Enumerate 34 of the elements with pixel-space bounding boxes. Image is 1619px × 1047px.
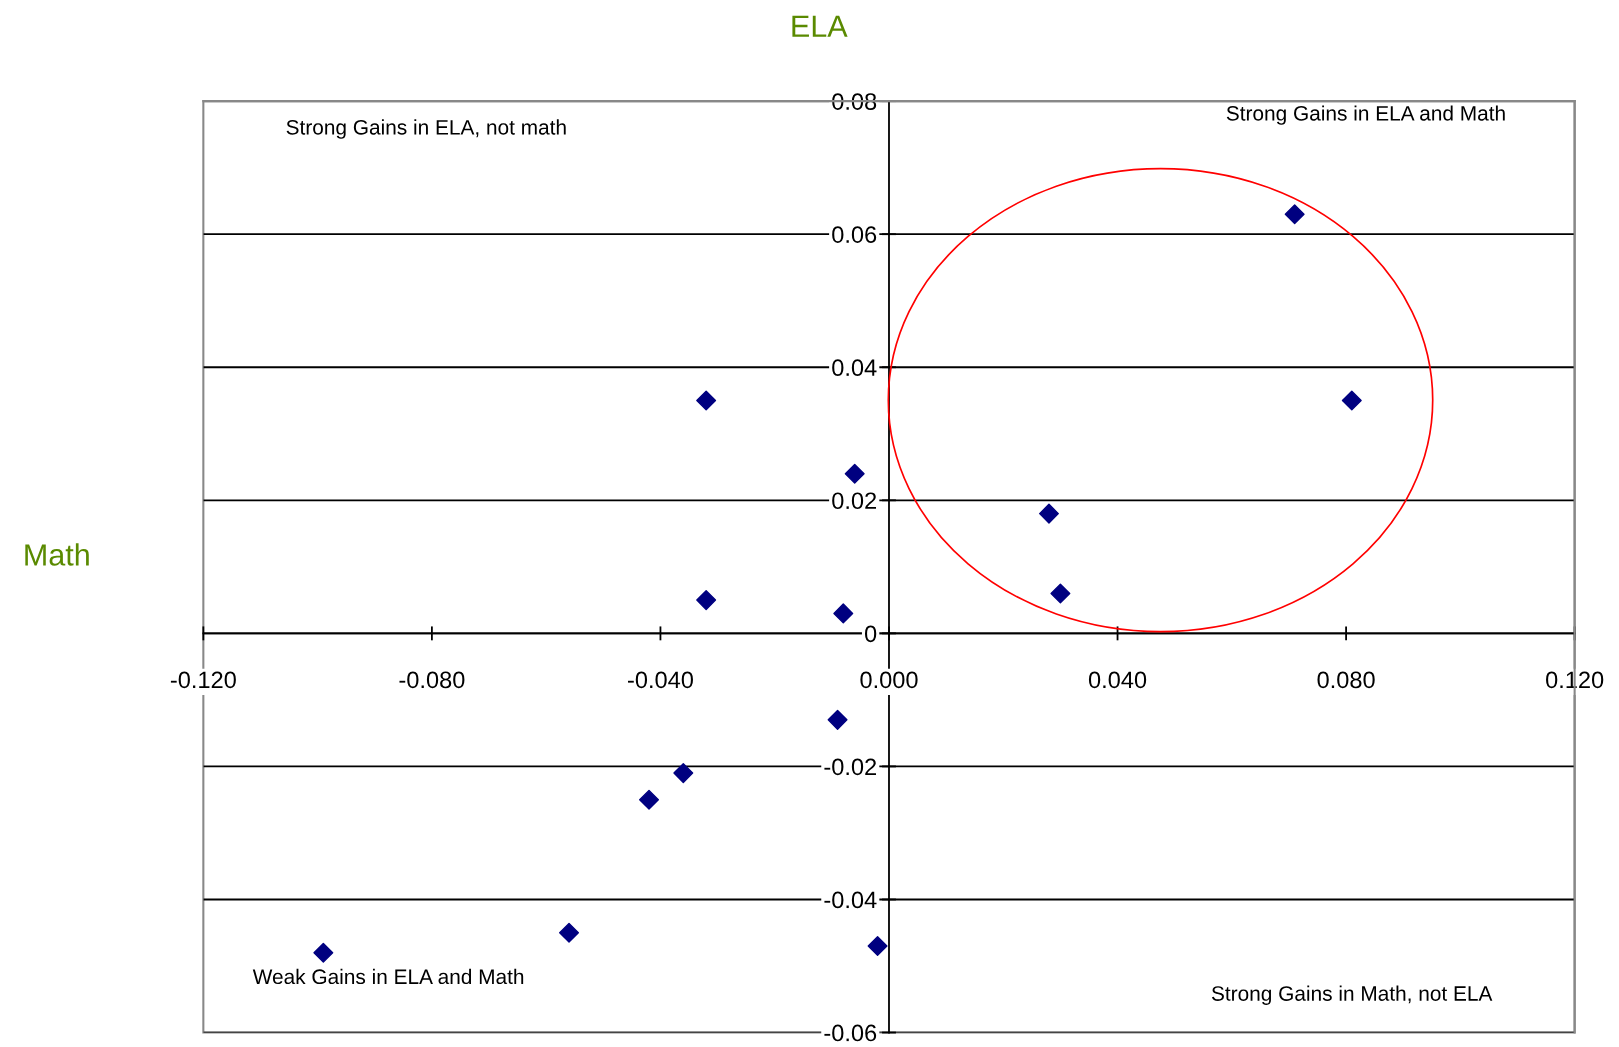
point	[696, 390, 717, 411]
x-axis-title: Math	[25, 543, 89, 566]
point	[1038, 503, 1059, 524]
y-tick-label: -0.02	[824, 758, 877, 776]
x-tick-label: 0.040	[1088, 671, 1147, 689]
x-tick-label: 0.120	[1546, 671, 1604, 689]
x-tick-label: -0.120	[170, 671, 236, 689]
point	[639, 789, 660, 810]
x-tick-label: -0.040	[628, 671, 693, 689]
point	[1284, 204, 1305, 225]
annotation: Weak Gains in ELA and Math	[252, 968, 524, 985]
point	[827, 709, 848, 730]
y-tick-label: 0.04	[832, 359, 877, 377]
y-tick-label: 0	[864, 625, 877, 643]
annotation: Strong Gains in ELA, not math	[286, 119, 566, 139]
y-tick-label: -0.04	[824, 891, 877, 909]
point	[673, 763, 694, 784]
point	[844, 463, 865, 484]
point	[1341, 390, 1362, 411]
y-axis-title: ELA	[792, 15, 848, 37]
y-tick-label: 0.06	[832, 226, 877, 243]
x-tick-label: 0.080	[1317, 671, 1375, 689]
point	[559, 922, 580, 943]
point	[696, 590, 717, 611]
annotation: Strong Gains in Math, not ELA	[1211, 985, 1493, 1006]
point	[313, 942, 334, 963]
point	[1050, 583, 1071, 604]
point	[833, 603, 854, 624]
point	[867, 936, 888, 957]
x-tick-label: -0.080	[399, 671, 465, 689]
y-tick-label: -0.06	[824, 1024, 877, 1042]
y-tick-label: 0.02	[832, 492, 877, 510]
annotation: Strong Gains in ELA and Math	[1226, 105, 1505, 125]
x-tick-label: 0.000	[860, 671, 918, 689]
